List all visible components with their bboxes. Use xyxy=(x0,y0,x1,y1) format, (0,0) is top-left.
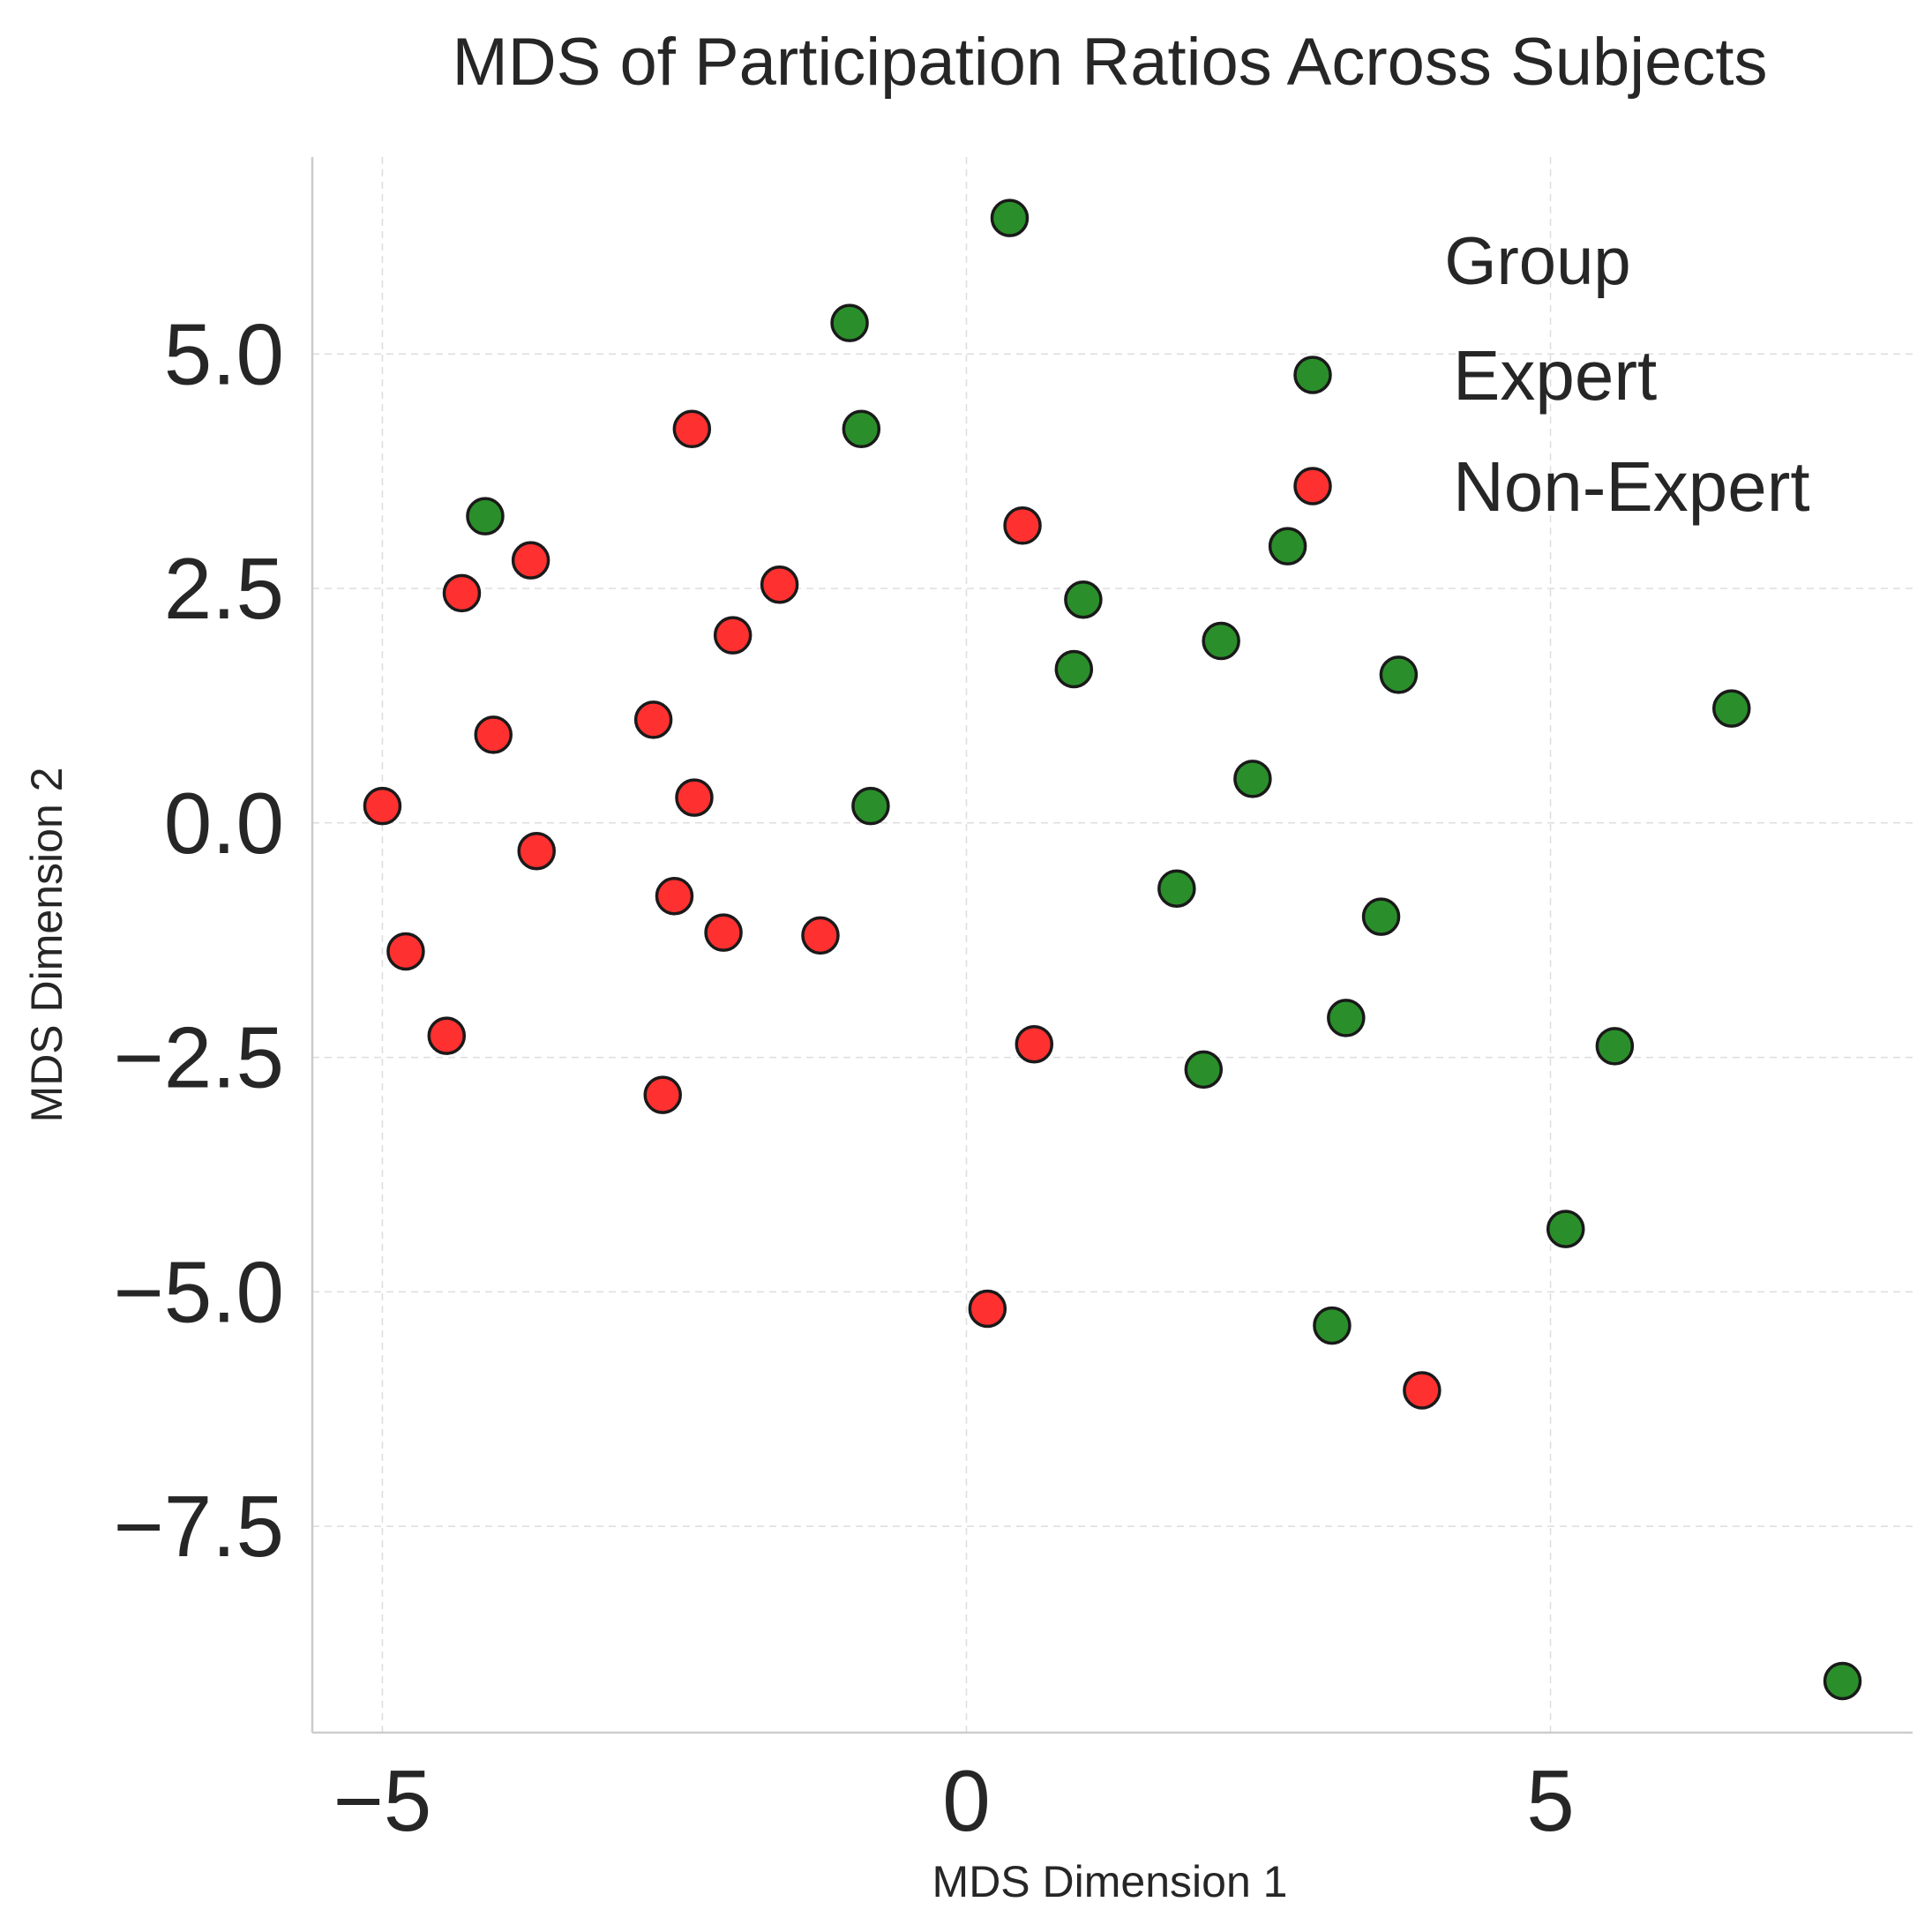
y-tick-label: 5.0 xyxy=(164,305,284,402)
non-expert-point xyxy=(442,573,482,613)
non-expert-point xyxy=(655,876,694,916)
non-expert-point xyxy=(474,715,513,754)
non-expert-point xyxy=(643,1075,682,1114)
expert-point xyxy=(1595,1027,1635,1066)
non-expert-point xyxy=(713,616,753,655)
y-tick-label: 0.0 xyxy=(164,775,284,872)
legend-title: Group xyxy=(1444,224,1630,299)
non-expert-point xyxy=(760,565,799,604)
non-expert-point xyxy=(427,1016,467,1055)
expert-point xyxy=(1268,527,1307,565)
tick-labels: −5 0 5 −7.5 −5.0 −2.5 0.0 2.5 5.0 xyxy=(114,305,1575,1849)
expert-point xyxy=(1202,621,1240,661)
expert-point xyxy=(1157,869,1196,908)
non-expert-point xyxy=(675,778,714,817)
expert-point xyxy=(1233,760,1272,798)
expert-point xyxy=(1054,649,1094,689)
expert-point xyxy=(1327,999,1366,1037)
x-axis-label: MDS Dimension 1 xyxy=(932,1857,1288,1906)
y-tick-label: −7.5 xyxy=(114,1478,284,1575)
grid xyxy=(312,157,1913,1733)
non-expert-point xyxy=(1403,1371,1442,1410)
non-expert-point xyxy=(1003,506,1042,545)
legend-marker-non-expert xyxy=(1293,467,1332,505)
x-tick-label: 5 xyxy=(1526,1752,1575,1849)
legend-marker-expert xyxy=(1293,356,1332,394)
expert-point xyxy=(1712,689,1751,728)
expert-point xyxy=(1064,580,1103,619)
y-tick-label: −5.0 xyxy=(114,1243,284,1340)
x-tick-label: 0 xyxy=(942,1752,991,1849)
expert-point xyxy=(830,303,869,342)
non-expert-point xyxy=(386,932,425,971)
expert-point xyxy=(1546,1209,1585,1248)
expert-point xyxy=(1184,1050,1224,1090)
non-expert-point xyxy=(968,1289,1007,1329)
chart-title: MDS of Participation Ratios Across Subje… xyxy=(452,25,1767,100)
expert-point xyxy=(1823,1661,1862,1701)
expert-point xyxy=(1361,897,1401,936)
non-expert-point xyxy=(672,409,712,449)
legend-label-expert: Expert xyxy=(1453,336,1657,415)
non-expert-point xyxy=(363,786,402,826)
expert-point xyxy=(466,497,505,535)
expert-point xyxy=(1313,1306,1352,1345)
y-tick-label: 2.5 xyxy=(164,540,284,637)
non-expert-point xyxy=(801,916,840,955)
expert-point xyxy=(990,198,1030,237)
legend: Group Expert Non-Expert xyxy=(1293,224,1810,526)
data-points xyxy=(363,198,1862,1701)
expert-point xyxy=(1379,655,1419,694)
non-expert-point xyxy=(511,541,550,580)
y-axis-label: MDS Dimension 2 xyxy=(22,768,71,1123)
non-expert-point xyxy=(517,831,556,871)
y-tick-label: −2.5 xyxy=(114,1009,284,1106)
non-expert-point xyxy=(1015,1024,1054,1064)
x-tick-label: −5 xyxy=(333,1752,432,1849)
legend-label-non-expert: Non-Expert xyxy=(1453,447,1810,526)
expert-point xyxy=(842,409,881,449)
expert-point xyxy=(851,786,890,826)
non-expert-point xyxy=(704,913,743,952)
non-expert-point xyxy=(633,700,673,739)
